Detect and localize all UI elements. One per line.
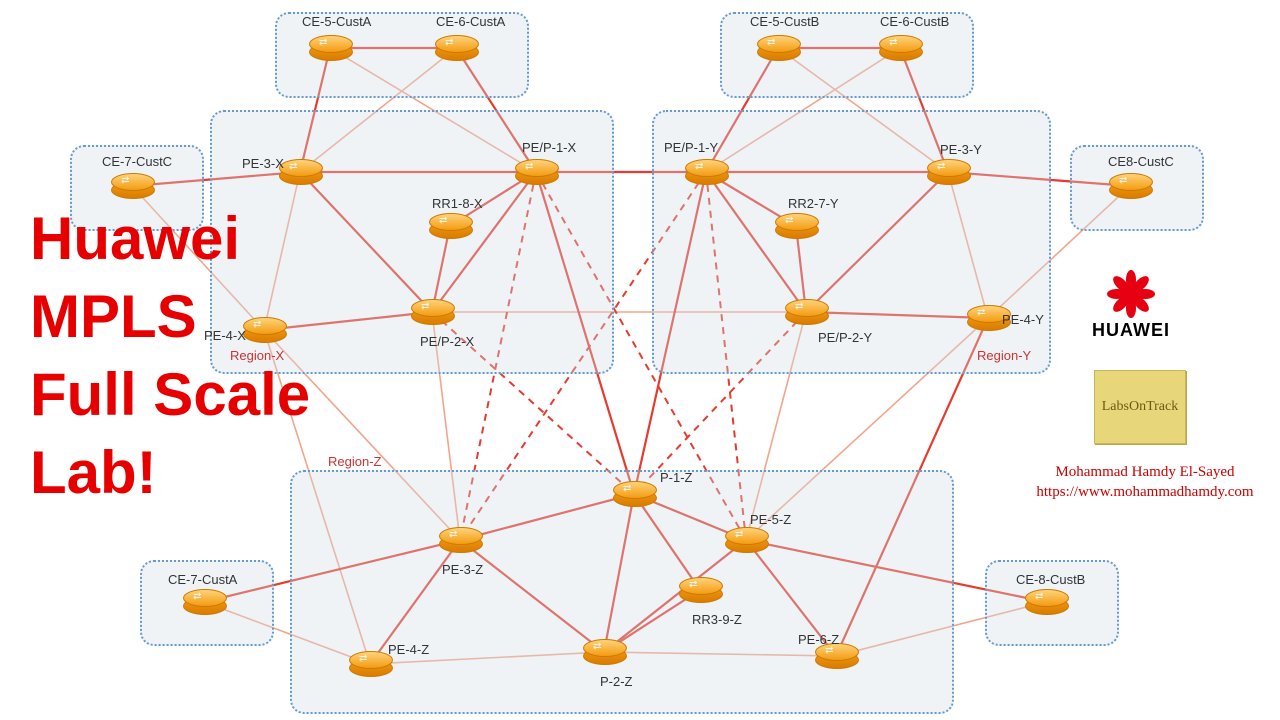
router-PE3X: ⇄ — [279, 159, 321, 185]
router-label: P-2-Z — [600, 674, 633, 689]
router-label: PE-4-Y — [1002, 312, 1044, 327]
router-label: P-1-Z — [660, 470, 693, 485]
router-label: RR3-9-Z — [692, 612, 742, 627]
router-RR3Z: ⇄ — [679, 577, 721, 603]
title-line: MPLS — [30, 278, 310, 356]
region-label: Region-Y — [977, 348, 1031, 363]
labs-badge: LabsOnTrack — [1094, 370, 1186, 444]
router-CE8C: ⇄ — [1109, 173, 1151, 199]
author-url: https://www.mohammadhamdy.com — [1020, 482, 1270, 502]
author-block: Mohammad Hamdy El-Sayed https://www.moha… — [1020, 462, 1270, 502]
router-label: RR2-7-Y — [788, 196, 839, 211]
router-CE8B2: ⇄ — [1025, 589, 1067, 615]
router-label: CE-6-CustB — [880, 14, 949, 29]
router-label: PE-3-X — [242, 156, 284, 171]
router-label: CE-7-CustA — [168, 572, 237, 587]
router-label: CE-5-CustA — [302, 14, 371, 29]
router-RR2Y: ⇄ — [775, 213, 817, 239]
router-CE7A2: ⇄ — [183, 589, 225, 615]
router-label: CE-6-CustA — [436, 14, 505, 29]
router-PE5Z: ⇄ — [725, 527, 767, 553]
router-label: CE-7-CustC — [102, 154, 172, 169]
router-PP1Y: ⇄ — [685, 159, 727, 185]
router-label: PE-5-Z — [750, 512, 791, 527]
router-label: PE/P-2-X — [420, 334, 474, 349]
router-label: CE8-CustC — [1108, 154, 1174, 169]
router-PP2Y: ⇄ — [785, 299, 827, 325]
title-line: Full Scale — [30, 356, 310, 434]
router-PE3Y: ⇄ — [927, 159, 969, 185]
author-name: Mohammad Hamdy El-Sayed — [1020, 462, 1270, 482]
router-RR1X: ⇄ — [429, 213, 471, 239]
diagram-stage: Region-XRegion-YRegion-Z ⇄CE-5-CustA⇄CE-… — [0, 0, 1280, 720]
router-label: PE-3-Y — [940, 142, 982, 157]
region-label: Region-Z — [328, 454, 381, 469]
router-CE7C: ⇄ — [111, 173, 153, 199]
router-PP1X: ⇄ — [515, 159, 557, 185]
router-label: CE-5-CustB — [750, 14, 819, 29]
router-PP2X: ⇄ — [411, 299, 453, 325]
router-label: CE-8-CustB — [1016, 572, 1085, 587]
router-P1Z: ⇄ — [613, 481, 655, 507]
router-CE5A: ⇄ — [309, 35, 351, 61]
title-line: Huawei — [30, 200, 310, 278]
router-CE6B: ⇄ — [879, 35, 921, 61]
router-label: PE-6-Z — [798, 632, 839, 647]
router-label: PE-4-Z — [388, 642, 429, 657]
router-PE4Z: ⇄ — [349, 651, 391, 677]
router-label: PE/P-1-X — [522, 140, 576, 155]
router-label: PE-3-Z — [442, 562, 483, 577]
router-label: PE/P-2-Y — [818, 330, 872, 345]
router-CE6A: ⇄ — [435, 35, 477, 61]
huawei-logo-text: HUAWEI — [1092, 320, 1170, 341]
router-CE5B: ⇄ — [757, 35, 799, 61]
router-label: PE/P-1-Y — [664, 140, 718, 155]
huawei-logo: HUAWEI — [1092, 270, 1170, 341]
labs-badge-text: LabsOnTrack — [1102, 399, 1178, 415]
title-line: Lab! — [30, 434, 310, 512]
title-overlay: Huawei MPLS Full Scale Lab! — [30, 200, 310, 512]
router-P2Z: ⇄ — [583, 639, 625, 665]
router-label: RR1-8-X — [432, 196, 483, 211]
router-PE3Z: ⇄ — [439, 527, 481, 553]
